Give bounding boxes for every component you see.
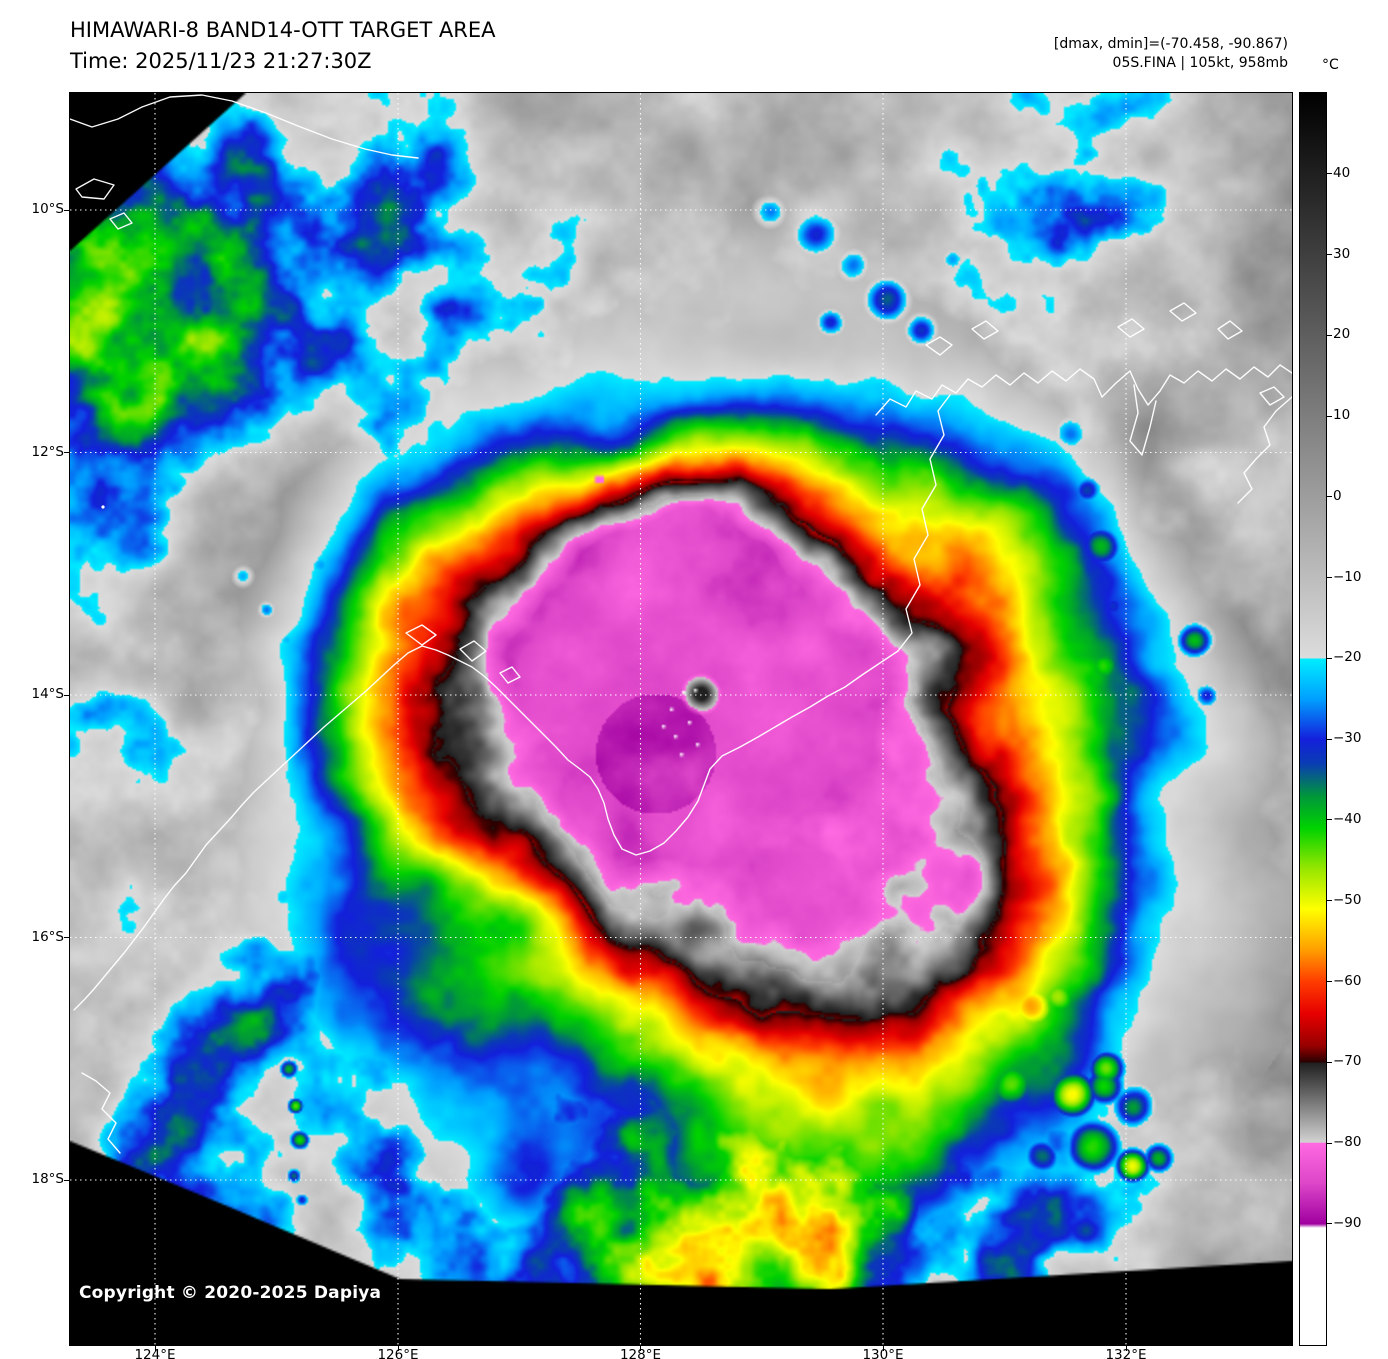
coastline (897, 394, 951, 652)
colorbar-tick-label: −90 (1333, 1214, 1362, 1231)
colorbar-tick-label: −60 (1333, 972, 1362, 989)
colorbar-tick-label: 10 (1333, 407, 1351, 424)
satellite-image (70, 93, 1292, 1345)
lat-tick-label: 10°S (31, 201, 65, 217)
colorbar-tick-label: 40 (1333, 164, 1351, 181)
lat-tick (64, 937, 69, 938)
lat-tick-label: 14°S (31, 686, 65, 702)
colorbar (1299, 92, 1327, 1346)
coastline (1237, 396, 1292, 504)
colorbar-tick-label: 30 (1333, 245, 1351, 262)
colorbar-tick (1327, 334, 1332, 336)
colorbar-tick (1327, 981, 1332, 983)
lon-tick-label: 126°E (377, 1347, 419, 1359)
lon-tick (640, 1346, 641, 1351)
lon-tick (1125, 1346, 1127, 1351)
colorbar-tick (1327, 1142, 1332, 1144)
coastline (81, 1072, 121, 1154)
copyright-label: Copyright © 2020-2025 Dapiya (79, 1283, 382, 1303)
lon-tick-label: 130°E (862, 1347, 904, 1359)
island-coastline (1117, 318, 1145, 338)
colorbar-tick-label: −80 (1333, 1134, 1362, 1151)
lon-tick (397, 1346, 399, 1351)
island-coastline (971, 320, 999, 340)
island-coastline (925, 336, 953, 356)
map-frame: Copyright © 2020-2025 Dapiya (69, 92, 1293, 1346)
coastline (875, 364, 1292, 416)
island-coastline (459, 640, 487, 662)
island-coastline (109, 212, 133, 230)
colorbar-tick (1327, 1061, 1332, 1063)
colorbar-tick (1327, 657, 1332, 659)
coastline (70, 94, 419, 159)
colorbar-tick-label: −40 (1333, 810, 1362, 827)
lat-tick-label: 18°S (31, 1171, 65, 1187)
dmax-dmin-annotation: [dmax, dmin]=(-70.458, -90.867) (1053, 36, 1288, 52)
colorbar-tick (1327, 1223, 1332, 1225)
colorbar-tick-label: −20 (1333, 649, 1362, 666)
colorbar-tick-label: −30 (1333, 730, 1362, 747)
island-coastline (1217, 320, 1243, 340)
coastline (73, 645, 899, 1011)
lat-tick (64, 1179, 69, 1181)
colorbar-tick (1327, 819, 1332, 821)
colorbar-unit-label: °C (1322, 57, 1339, 73)
colorbar-tick (1327, 496, 1332, 498)
lat-tick (64, 452, 69, 453)
product-title: HIMAWARI-8 BAND14-OTT TARGET AREA (70, 18, 496, 42)
storm-id-annotation: 05S.FINA | 105kt, 958mb (1112, 55, 1288, 71)
colorbar-tick (1327, 900, 1332, 902)
island-coastline (1169, 302, 1197, 322)
small-island-dot (101, 505, 105, 509)
lat-tick (64, 694, 69, 696)
island-coastline (499, 666, 521, 684)
colorbar-tick-label: −70 (1333, 1053, 1362, 1070)
island-coastline (405, 624, 437, 646)
colorbar-tick-label: 20 (1333, 326, 1351, 343)
colorbar-tick (1327, 738, 1332, 740)
colorbar-tick (1327, 173, 1332, 175)
lat-tick-label: 16°S (31, 928, 65, 945)
colorbar-tick (1327, 415, 1332, 417)
map-overlay (70, 93, 1292, 1345)
lon-tick-label: 132°E (1105, 1347, 1147, 1359)
island-coastline (1259, 386, 1285, 406)
product-time: Time: 2025/11/23 21:27:30Z (70, 49, 372, 73)
lat-tick (64, 209, 69, 211)
colorbar-tick-label: −50 (1333, 891, 1362, 908)
coastline (1129, 384, 1157, 456)
island-coastline (75, 178, 115, 200)
colorbar-tick (1327, 577, 1332, 579)
lon-tick-label: 124°E (134, 1347, 176, 1359)
lon-tick-label: 128°E (619, 1347, 662, 1359)
colorbar-tick-label: 0 (1333, 487, 1342, 504)
lon-tick (154, 1346, 156, 1351)
lon-tick (882, 1346, 884, 1351)
lat-tick-label: 12°S (31, 443, 65, 460)
colorbar-tick-label: −10 (1333, 568, 1362, 585)
colorbar-tick (1327, 254, 1332, 256)
